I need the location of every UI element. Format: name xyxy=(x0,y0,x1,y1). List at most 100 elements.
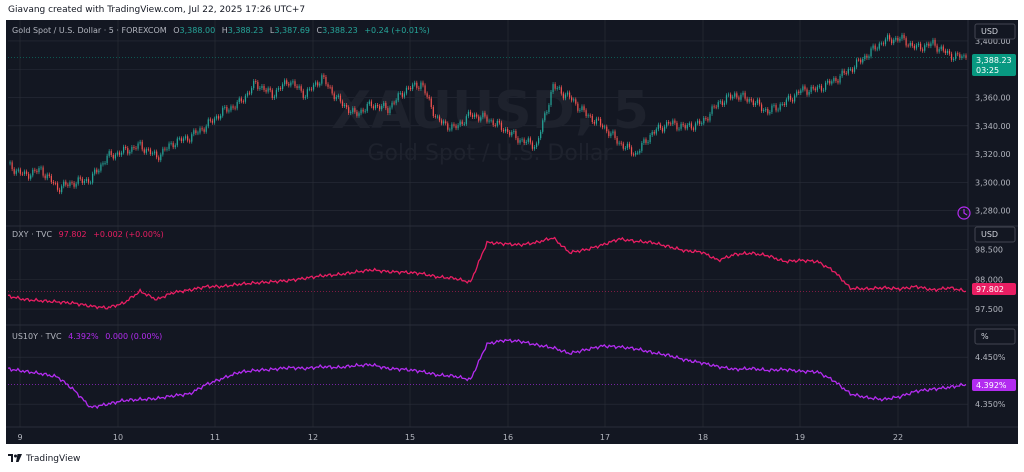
x-tick-label: 11 xyxy=(210,433,220,442)
candle-body xyxy=(705,117,707,119)
candle-body xyxy=(127,148,129,154)
dxy-price-tag: 97.802 xyxy=(972,283,1016,295)
candle-body xyxy=(368,101,370,104)
candle-body xyxy=(860,59,862,63)
candle-body xyxy=(798,91,800,94)
candle-body xyxy=(641,143,643,151)
candle-body xyxy=(620,142,622,144)
candle-body xyxy=(271,90,273,99)
footer: TradingView xyxy=(8,454,80,464)
candle-body xyxy=(928,43,930,47)
candle-body xyxy=(463,123,465,125)
candle-body xyxy=(416,82,418,88)
candle-body xyxy=(659,124,662,129)
candle-body xyxy=(267,88,269,92)
x-tick-label: 19 xyxy=(795,433,805,442)
candle-body xyxy=(515,131,517,139)
candle-body xyxy=(366,103,368,111)
candle-body xyxy=(527,138,529,142)
candle-body xyxy=(133,147,135,148)
candle-body xyxy=(571,97,573,101)
candle-body xyxy=(327,84,329,87)
candle-body xyxy=(19,169,22,174)
candle-body xyxy=(589,115,591,117)
candle-body xyxy=(360,109,362,114)
candle-body xyxy=(818,85,821,87)
alert-clock-icon[interactable] xyxy=(957,206,971,220)
candle-body xyxy=(277,88,280,90)
candle-body xyxy=(306,89,308,97)
candle-body xyxy=(248,92,251,94)
candle-body xyxy=(28,173,30,179)
candle-body xyxy=(30,175,32,179)
candle-body xyxy=(612,131,614,134)
candle-body xyxy=(162,148,164,155)
chart-panes xyxy=(7,32,968,410)
x-tick-label: 10 xyxy=(113,433,123,442)
candle-body xyxy=(525,141,527,144)
candle-body xyxy=(502,129,505,132)
candle-body xyxy=(791,99,794,102)
candle-body xyxy=(775,105,777,111)
candle-body xyxy=(123,146,125,153)
us10y-legend: US10Y · TVC 4.392% 0.000 (0.00%) xyxy=(12,332,162,341)
candle-body xyxy=(800,90,802,94)
candle-body xyxy=(87,179,90,183)
candle-body xyxy=(699,120,701,124)
candle-body xyxy=(878,43,880,49)
candle-body xyxy=(211,120,214,123)
tradingview-logo-icon xyxy=(8,454,22,462)
candle-body xyxy=(616,137,618,144)
candle-body xyxy=(895,37,897,40)
candle-body xyxy=(645,139,647,143)
candle-body xyxy=(959,54,961,59)
candle-body xyxy=(529,138,531,143)
x-tick-label: 12 xyxy=(308,433,318,442)
candle-body xyxy=(550,91,552,106)
candle-body xyxy=(42,167,44,176)
candle-body xyxy=(744,92,746,99)
candle-body xyxy=(405,87,408,94)
candle-body xyxy=(542,120,544,132)
gold-l-label: L xyxy=(270,26,275,35)
x-tick-label: 15 xyxy=(405,433,415,442)
candle-body xyxy=(447,123,449,130)
candle-body xyxy=(760,104,763,111)
candle-body xyxy=(870,48,872,57)
candle-body xyxy=(362,109,364,112)
candle-body xyxy=(217,116,220,119)
candle-body xyxy=(94,169,96,174)
us10y-unit-button[interactable]: % xyxy=(974,328,1016,345)
candle-body xyxy=(476,114,478,117)
gold-currency-label: USD xyxy=(981,27,998,36)
candle-body xyxy=(864,55,866,60)
candle-body xyxy=(707,118,709,121)
candle-body xyxy=(957,53,959,55)
gold-currency-button[interactable]: USD xyxy=(974,23,1016,40)
candle-body xyxy=(730,94,732,99)
candle-body xyxy=(325,76,327,85)
candle-body xyxy=(742,92,744,95)
candle-body xyxy=(808,91,810,95)
candle-body xyxy=(207,119,209,127)
candle-body xyxy=(304,96,306,98)
candle-body xyxy=(690,123,693,129)
candle-body xyxy=(655,129,657,134)
dxy-title: DXY · TVC xyxy=(12,230,53,239)
candle-body xyxy=(686,125,688,129)
gold-o-label: O xyxy=(173,26,179,35)
candle-body xyxy=(395,100,397,104)
candle-body xyxy=(434,116,437,117)
candle-body xyxy=(661,128,664,132)
dxy-currency-button[interactable]: USD xyxy=(974,226,1016,243)
candle-body xyxy=(182,138,185,142)
candle-body xyxy=(602,125,604,128)
candle-body xyxy=(422,82,424,86)
candle-body xyxy=(917,43,920,46)
candle-body xyxy=(58,189,61,193)
candle-body xyxy=(701,123,703,125)
candle-body xyxy=(535,143,538,147)
candle-body xyxy=(187,136,189,141)
candle-body xyxy=(554,84,556,89)
candle-body xyxy=(769,112,771,114)
